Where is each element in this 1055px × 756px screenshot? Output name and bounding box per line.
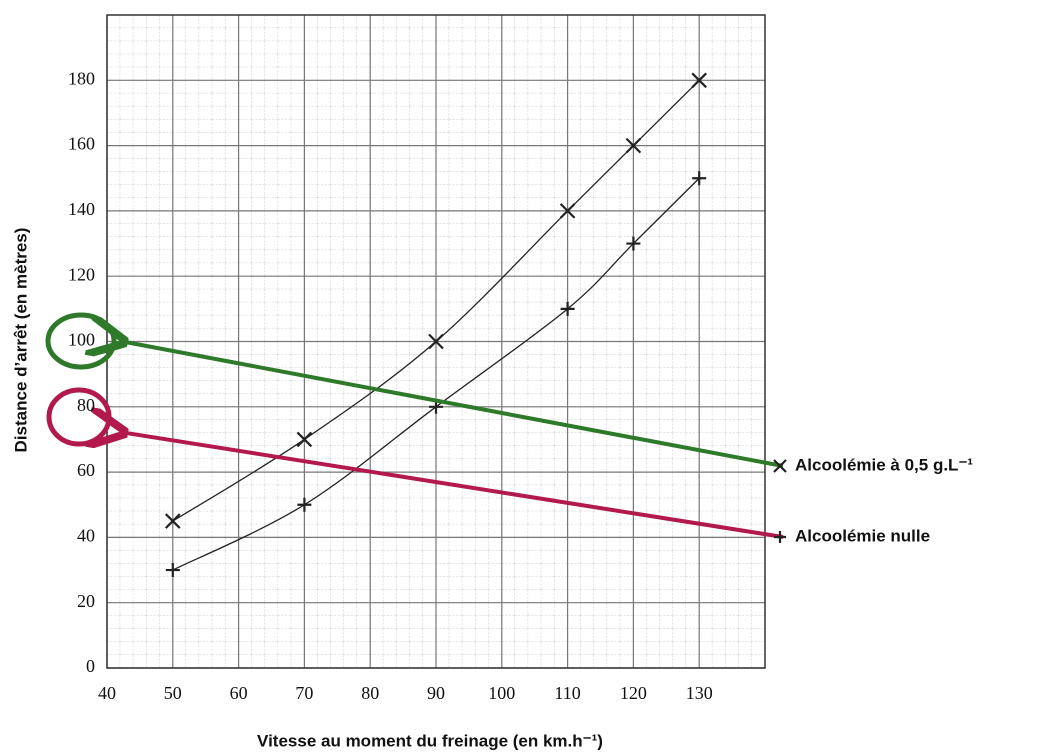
green-arrow xyxy=(120,341,784,468)
point-marker xyxy=(296,431,313,448)
x-tick-label: 40 xyxy=(98,683,116,703)
x-tick-label: 70 xyxy=(295,683,313,703)
legend-symbol xyxy=(774,531,786,543)
x-tick-label: 100 xyxy=(488,683,515,703)
y-tick-label: 20 xyxy=(77,591,95,611)
y-tick-label: 80 xyxy=(77,395,95,415)
y-tick-label: 0 xyxy=(86,656,95,676)
x-axis-label: Vitesse au moment du freinage (en km.h⁻¹… xyxy=(257,731,603,750)
red-arrow xyxy=(120,432,784,539)
x-tick-label: 90 xyxy=(427,683,445,703)
x-tick-label: 50 xyxy=(164,683,182,703)
point-marker xyxy=(165,563,180,578)
point-marker xyxy=(692,171,707,186)
y-tick-label: 180 xyxy=(68,68,95,88)
green-circle xyxy=(45,312,117,370)
legend-symbol xyxy=(773,459,787,473)
y-tick-label: 40 xyxy=(77,526,95,546)
annotations xyxy=(45,312,784,539)
x-tick-label: 80 xyxy=(361,683,379,703)
y-tick-label: 120 xyxy=(68,264,95,284)
point-marker xyxy=(560,301,575,316)
point-marker xyxy=(626,236,641,251)
x-tick-label: 110 xyxy=(554,683,580,703)
x-tick-label: 130 xyxy=(686,683,713,703)
point-marker xyxy=(297,497,312,512)
legend-label: Alcoolémie nulle xyxy=(795,526,930,545)
y-tick-label: 160 xyxy=(68,134,95,154)
point-marker xyxy=(625,137,642,154)
point-marker xyxy=(428,333,444,350)
y-tick-label: 100 xyxy=(68,330,95,350)
point-marker xyxy=(165,513,181,529)
y-tick-label: 60 xyxy=(77,460,95,480)
legend-label: Alcoolémie à 0,5 g.L⁻¹ xyxy=(795,455,973,474)
y-axis-label: Distance d’arrêt (en mètres) xyxy=(11,228,30,453)
x-tick-label: 60 xyxy=(230,683,248,703)
point-marker xyxy=(559,203,576,219)
red-circle xyxy=(46,387,112,447)
point-marker xyxy=(691,72,707,89)
x-tick-label: 120 xyxy=(620,683,647,703)
y-tick-label: 140 xyxy=(68,199,95,219)
